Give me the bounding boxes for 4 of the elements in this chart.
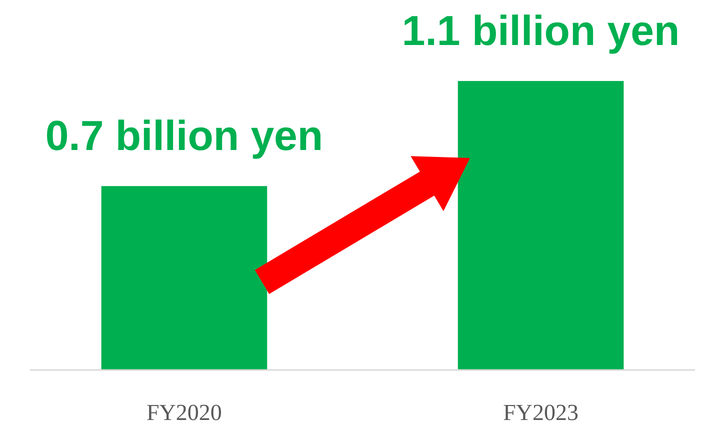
data-label: 0.7 billion yen [45, 112, 324, 160]
x-tick-label: FY2020 [146, 400, 222, 423]
data-label: 1.1 billion yen [402, 7, 680, 54]
x-tick-label: FY2023 [503, 400, 578, 423]
